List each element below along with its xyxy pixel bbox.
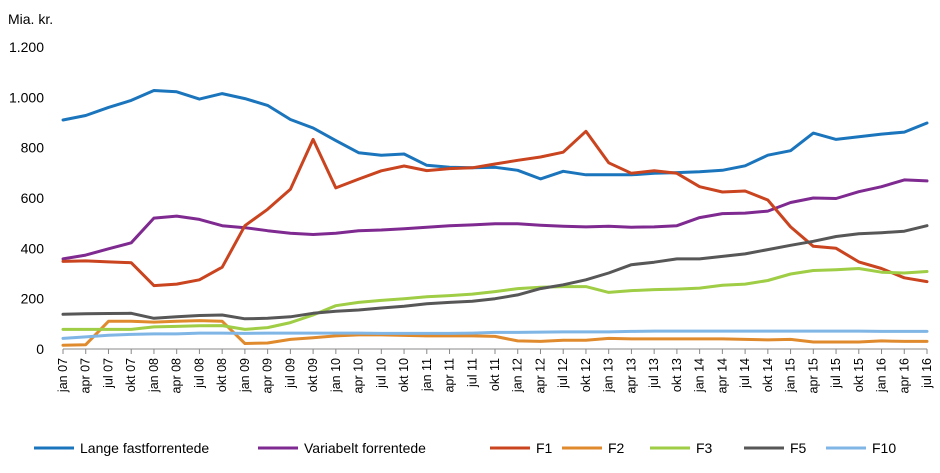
x-tick-label: jul 08 [192, 358, 206, 389]
x-tick-label: jan 11 [420, 358, 434, 392]
x-tick-label: jan 13 [602, 358, 616, 393]
legend-label: F1 [536, 440, 553, 456]
x-tick-label: jan 10 [329, 358, 343, 393]
y-axis-unit-label: Mia. kr. [8, 11, 53, 27]
y-tick-label: 200 [21, 291, 45, 307]
x-tick-label: apr 09 [261, 358, 275, 393]
x-tick-label: jul 09 [283, 358, 297, 389]
x-tick-label: apr 11 [443, 358, 457, 393]
y-axis-ticks: 0 200 400 600 800 1.000 1.200 [9, 39, 44, 357]
legend-label: F2 [608, 440, 625, 456]
x-tick-label: apr 08 [170, 358, 184, 393]
x-tick-label: apr 14 [715, 358, 729, 393]
legend-label: F10 [872, 440, 896, 456]
x-tick-label: jul 12 [556, 358, 570, 389]
series-line-1 [61, 89, 929, 181]
x-tick-label: jul 13 [647, 358, 661, 389]
x-tick-label: jul 10 [374, 358, 388, 389]
x-tick-label: jan 15 [784, 358, 798, 393]
x-tick-label: jul 07 [101, 358, 115, 389]
x-axis: jan 07 apr 07 jul 07 okt 07 jan 08 apr 08 jul … [56, 348, 934, 393]
x-tick-label: apr 07 [79, 358, 93, 393]
x-tick-label: okt 09 [306, 358, 320, 392]
x-tick-label: okt 08 [215, 358, 229, 392]
x-tick-label: jan 07 [56, 358, 70, 393]
x-tick-label: apr 13 [624, 358, 638, 393]
x-tick-label: apr 10 [352, 358, 366, 393]
x-tick-label: jan 12 [511, 358, 525, 393]
legend-label: F3 [696, 440, 713, 456]
x-tick-label: jul 11 [465, 358, 479, 388]
x-tick-label: jan 09 [238, 358, 252, 393]
x-tick-label: jul 15 [829, 358, 843, 389]
x-tick-label: jul 16 [920, 358, 934, 389]
x-tick-label: jan 16 [875, 358, 889, 393]
x-tick-label: jan 08 [147, 358, 161, 393]
y-tick-label: 400 [21, 240, 45, 256]
x-tick-label: okt 11 [488, 358, 502, 391]
x-tick-label: okt 07 [124, 358, 138, 392]
legend: Lange fastforrentede Variabelt forrentede… [34, 440, 896, 456]
y-tick-label: 600 [21, 190, 45, 206]
x-tick-label: jan 14 [693, 358, 707, 393]
x-tick-label: okt 10 [397, 358, 411, 392]
y-tick-label: 1.000 [9, 89, 44, 105]
legend-label: F5 [790, 440, 807, 456]
x-tick-label: okt 12 [579, 358, 593, 392]
x-tick-label: okt 13 [670, 358, 684, 392]
series-line-5 [61, 267, 929, 331]
legend-label: Lange fastforrentede [80, 440, 209, 456]
legend-label: Variabelt forrentede [304, 440, 426, 456]
x-tick-label: okt 14 [761, 358, 775, 392]
y-tick-label: 0 [36, 341, 44, 357]
x-tick-label: jul 14 [738, 358, 752, 389]
series-line-6 [61, 224, 929, 321]
series-line-4 [61, 319, 929, 347]
series-line-2 [61, 178, 929, 261]
series-line-7 [61, 329, 929, 340]
x-tick-label: apr 16 [897, 358, 911, 393]
x-tick-label: apr 15 [806, 358, 820, 393]
series-lines [61, 89, 929, 347]
y-tick-label: 800 [21, 140, 45, 156]
x-tick-label: okt 15 [852, 358, 866, 392]
series-line-3 [61, 129, 929, 288]
y-tick-label: 1.200 [9, 39, 44, 55]
x-tick-label: apr 12 [533, 358, 547, 393]
